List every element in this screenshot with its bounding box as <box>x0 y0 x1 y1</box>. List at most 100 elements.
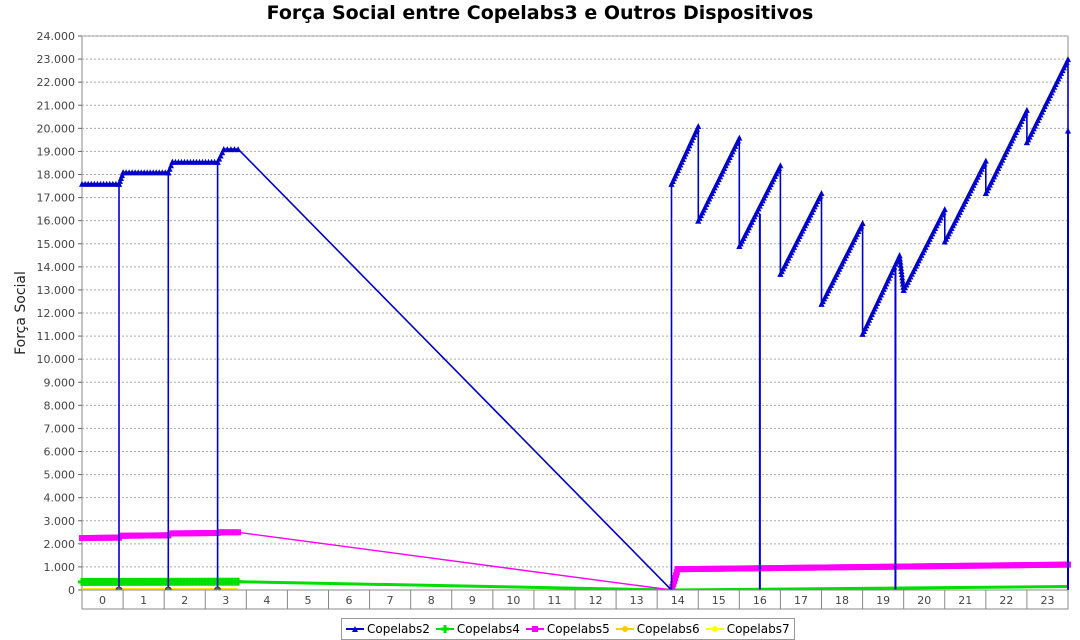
point-marker <box>899 277 906 284</box>
point-marker <box>749 565 756 572</box>
point-marker <box>869 563 876 570</box>
point-marker <box>175 530 182 537</box>
y-tick-label: 5.000 <box>44 469 76 482</box>
point-marker <box>893 563 900 570</box>
x-tick-label: 14 <box>671 594 685 607</box>
point-marker <box>211 530 218 537</box>
point-marker <box>725 565 732 572</box>
point-marker <box>896 563 903 570</box>
point-marker <box>965 562 972 569</box>
point-marker <box>1034 561 1041 568</box>
point-marker <box>905 563 912 570</box>
point-marker <box>352 626 358 632</box>
point-marker <box>120 532 127 539</box>
point-marker <box>878 563 885 570</box>
point-marker <box>884 563 891 570</box>
point-marker <box>1052 561 1059 568</box>
point-marker <box>1023 106 1030 113</box>
point-marker <box>743 565 750 572</box>
y-tick-label: 7.000 <box>44 422 76 435</box>
point-marker <box>929 563 936 570</box>
point-marker <box>736 134 743 141</box>
point-marker <box>112 534 119 541</box>
legend-item-copelabs2: Copelabs2 <box>346 622 430 636</box>
point-marker <box>1025 562 1032 569</box>
point-marker <box>848 564 855 571</box>
x-tick-label: 22 <box>999 594 1013 607</box>
series-copelabs4 <box>78 577 1069 592</box>
point-marker <box>860 564 867 571</box>
y-tick-label: 0 <box>68 584 75 597</box>
point-marker <box>184 530 191 537</box>
point-marker <box>123 532 130 539</box>
point-marker <box>218 529 225 536</box>
point-marker <box>187 530 194 537</box>
point-marker <box>166 165 173 172</box>
point-marker <box>1001 562 1008 569</box>
y-tick-label: 23.000 <box>37 53 76 66</box>
y-tick-label: 20.000 <box>37 122 76 135</box>
point-marker <box>962 562 969 569</box>
point-marker <box>947 562 954 569</box>
point-marker <box>980 562 987 569</box>
point-marker <box>938 563 945 570</box>
point-marker <box>788 564 795 571</box>
point-marker <box>941 563 948 570</box>
point-marker <box>815 564 822 571</box>
point-marker <box>236 577 240 586</box>
point-marker <box>100 534 107 541</box>
point-marker <box>977 562 984 569</box>
point-marker <box>839 564 846 571</box>
point-marker <box>190 530 197 537</box>
point-marker <box>764 565 771 572</box>
x-tick-label: 18 <box>835 594 849 607</box>
y-tick-label: 13.000 <box>37 284 76 297</box>
y-tick-label: 9.000 <box>44 376 76 389</box>
point-marker <box>1022 562 1029 569</box>
point-marker <box>941 206 948 213</box>
point-marker <box>1016 562 1023 569</box>
point-marker <box>701 565 708 572</box>
point-marker <box>677 566 684 573</box>
x-tick-label: 16 <box>753 594 767 607</box>
point-marker <box>827 564 834 571</box>
point-marker <box>731 565 738 572</box>
point-marker <box>983 562 990 569</box>
point-marker <box>782 564 789 571</box>
legend-label: Copelabs2 <box>367 622 430 636</box>
point-marker <box>920 563 927 570</box>
point-marker <box>716 565 723 572</box>
point-marker <box>443 625 447 633</box>
point-marker <box>231 529 238 536</box>
point-marker <box>959 562 966 569</box>
point-marker <box>777 162 784 169</box>
legend: Copelabs2 Copelabs4 Copelabs5 Copelabs6 Cope… <box>341 618 795 640</box>
y-tick-label: 2.000 <box>44 538 76 551</box>
point-marker <box>818 189 825 196</box>
point-marker <box>908 563 915 570</box>
series-copelabs2 <box>79 56 1071 593</box>
point-marker <box>1058 561 1065 568</box>
point-marker <box>779 564 786 571</box>
point-marker <box>169 530 176 537</box>
point-marker <box>854 564 861 571</box>
point-marker <box>923 563 930 570</box>
point-marker <box>79 535 85 542</box>
point-marker <box>899 280 906 287</box>
point-marker <box>695 123 702 130</box>
point-marker <box>851 564 858 571</box>
series-layer <box>78 56 1071 594</box>
point-marker <box>917 563 924 570</box>
x-tick-label: 15 <box>712 594 726 607</box>
y-tick-label: 4.000 <box>44 492 76 505</box>
x-tick-label: 13 <box>630 594 644 607</box>
legend-label: Copelabs5 <box>546 622 610 636</box>
y-axis-label: Força Social <box>13 271 29 355</box>
y-tick-label: 3.000 <box>44 515 76 528</box>
y-tick-label: 24.000 <box>37 30 76 43</box>
point-marker <box>897 258 904 265</box>
point-marker <box>129 532 136 539</box>
point-marker <box>797 564 804 571</box>
y-tick-label: 17.000 <box>37 192 76 205</box>
